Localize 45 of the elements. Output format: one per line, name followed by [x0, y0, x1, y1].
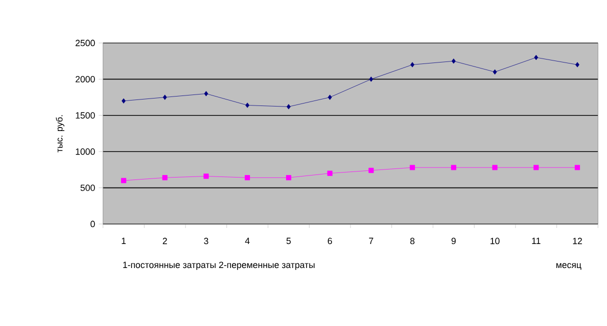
point	[328, 94, 332, 100]
point	[368, 168, 374, 174]
point	[244, 175, 250, 180]
x-tick-label: 5	[286, 238, 291, 244]
point	[122, 98, 126, 104]
y-tick-label: 2500	[76, 40, 95, 46]
x-tick-label: 1	[122, 238, 126, 244]
x-tick-label: 10	[490, 238, 500, 244]
point	[286, 104, 291, 110]
y-tick-label: 2000	[76, 76, 95, 82]
point	[492, 69, 497, 75]
x-tick-label: 2	[162, 238, 167, 244]
point	[534, 54, 538, 60]
y-tick-label: 0	[90, 220, 95, 228]
x-axis-title: месяц	[556, 263, 582, 270]
x-tick-label: 3	[204, 238, 208, 244]
point	[492, 164, 498, 170]
x-tick-label: 9	[452, 238, 456, 244]
point	[452, 58, 456, 64]
y-axis-title: тыс. руб.	[56, 115, 64, 152]
point	[121, 178, 126, 184]
x-tick-label: 4	[245, 238, 250, 244]
point	[204, 91, 208, 96]
y-tick-label: 1000	[76, 148, 95, 155]
point	[534, 164, 539, 170]
point	[410, 62, 414, 68]
point	[574, 164, 580, 170]
point	[204, 174, 209, 179]
point	[410, 164, 415, 170]
x-tick-label: 12	[573, 238, 582, 244]
point	[162, 94, 167, 100]
point	[327, 170, 332, 176]
point	[575, 62, 580, 68]
text: 1-постоянные затраты 2-переменные затраты	[123, 262, 315, 270]
x-tick-label: 11	[532, 238, 540, 244]
y-tick-label: 1500	[76, 112, 95, 119]
point	[369, 76, 374, 82]
point	[451, 164, 456, 170]
x-tick-label: 6	[328, 238, 332, 244]
x-tick-label: 8	[410, 238, 414, 244]
point	[162, 175, 168, 180]
point	[245, 102, 250, 108]
x-tick-label: 7	[369, 238, 374, 244]
y-tick-label: 500	[80, 184, 95, 191]
point	[286, 175, 292, 180]
